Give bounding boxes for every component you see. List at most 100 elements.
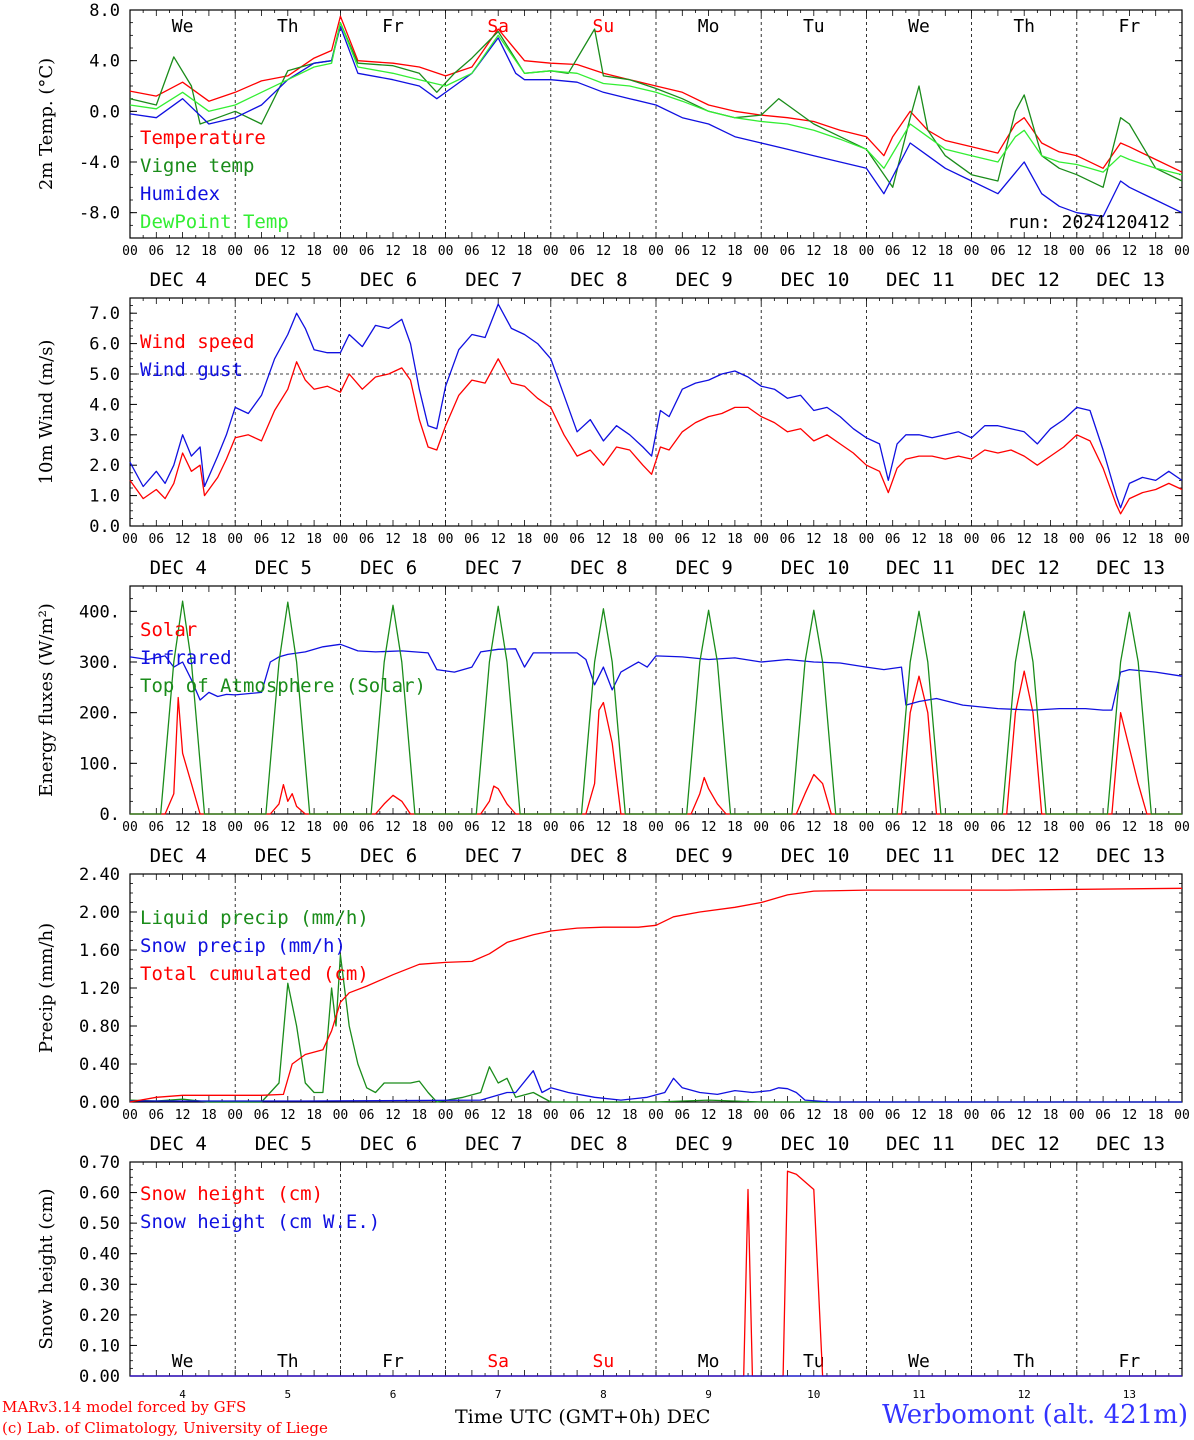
y-tick-label: 0.20 xyxy=(79,1306,120,1326)
hour-tick-label: 00 xyxy=(438,532,454,547)
day-label: DEC 7 xyxy=(465,557,522,579)
hour-tick-label: 12 xyxy=(385,532,401,547)
hour-tick-label: 00 xyxy=(964,532,980,547)
hour-tick-label: 18 xyxy=(622,532,638,547)
y-tick-label: 8.0 xyxy=(89,1,120,21)
series-line-top-of-atmosphere-solar- xyxy=(130,600,1182,815)
hour-tick-label: 18 xyxy=(622,244,638,259)
y-tick-label: 5.0 xyxy=(89,365,120,385)
hour-tick-label: 00 xyxy=(543,1108,559,1123)
hour-tick-label: 06 xyxy=(569,820,585,835)
hour-tick-label: 12 xyxy=(701,244,717,259)
hour-tick-label: 00 xyxy=(333,1108,349,1123)
hour-tick-label: 12 xyxy=(596,1108,612,1123)
hour-tick-label: 18 xyxy=(832,1108,848,1123)
hour-tick-label: 06 xyxy=(780,532,796,547)
hour-tick-label: 18 xyxy=(306,820,322,835)
legend-entry: Wind speed xyxy=(140,331,254,353)
weekday-label: Mo xyxy=(698,1351,720,1372)
hour-tick-label: 12 xyxy=(596,532,612,547)
hour-tick-label: 06 xyxy=(254,820,270,835)
day-number-label: 7 xyxy=(495,1388,502,1401)
day-label: DEC 10 xyxy=(781,1133,850,1155)
hour-tick-label: 06 xyxy=(885,1108,901,1123)
day-label: DEC 6 xyxy=(360,557,417,579)
day-label: DEC 7 xyxy=(465,1133,522,1155)
series-line-wind-speed xyxy=(129,358,1183,515)
day-label: DEC 4 xyxy=(150,557,207,579)
hour-tick-label: 18 xyxy=(1148,244,1164,259)
y-tick-label: 0.40 xyxy=(79,1055,120,1075)
y-tick-label: 0.0 xyxy=(89,517,120,537)
hour-tick-label: 18 xyxy=(411,1108,427,1123)
weekday-label: Su xyxy=(593,1351,615,1372)
series-line-wind-gust xyxy=(129,303,1183,509)
series-line-temperature xyxy=(129,15,1183,173)
day-label: DEC 10 xyxy=(781,845,850,867)
day-label: DEC 11 xyxy=(886,557,955,579)
hour-tick-label: 12 xyxy=(1122,820,1138,835)
hour-tick-label: 12 xyxy=(385,1108,401,1123)
weekday-label: Fr xyxy=(1119,16,1141,37)
hour-tick-label: 00 xyxy=(227,820,243,835)
day-label: DEC 13 xyxy=(1096,845,1165,867)
y-tick-label: 0.10 xyxy=(79,1336,120,1356)
day-label: DEC 6 xyxy=(360,1133,417,1155)
hour-tick-label: 12 xyxy=(911,532,927,547)
weekday-label: Tu xyxy=(803,16,825,37)
run-label: run: 2024120412 xyxy=(1007,212,1170,233)
day-label: DEC 9 xyxy=(676,557,733,579)
series-line-infrared xyxy=(129,643,1183,711)
legend-entry: Snow height (cm W.E.) xyxy=(140,1211,380,1233)
hour-tick-label: 18 xyxy=(622,820,638,835)
hour-tick-label: 00 xyxy=(1069,1108,1085,1123)
hour-tick-label: 00 xyxy=(227,244,243,259)
hour-tick-label: 00 xyxy=(648,820,664,835)
day-number-label: 11 xyxy=(912,1388,925,1401)
hour-tick-label: 00 xyxy=(1069,820,1085,835)
hour-tick-label: 00 xyxy=(859,532,875,547)
weekday-label: Th xyxy=(1013,1351,1035,1372)
hour-tick-label: 06 xyxy=(674,244,690,259)
hour-tick-label: 06 xyxy=(254,1108,270,1123)
legend-entry: Wind gust xyxy=(140,359,243,381)
legend-entry: Snow precip (mm/h) xyxy=(140,935,346,957)
model-credit: MARv3.14 model forced by GFS xyxy=(2,1398,247,1416)
hour-tick-label: 12 xyxy=(175,532,191,547)
hour-tick-label: 12 xyxy=(911,820,927,835)
y-axis-label: 2m Temp. (°C) xyxy=(36,58,57,190)
day-label: DEC 5 xyxy=(255,557,312,579)
hour-tick-label: 12 xyxy=(701,1108,717,1123)
hour-tick-label: 12 xyxy=(385,244,401,259)
hour-tick-label: 12 xyxy=(1016,820,1032,835)
hour-tick-label: 06 xyxy=(569,244,585,259)
hour-tick-label: 12 xyxy=(806,244,822,259)
series-line-humidex xyxy=(129,25,1183,218)
day-number-label: 13 xyxy=(1123,1388,1136,1401)
hour-tick-label: 18 xyxy=(1148,532,1164,547)
hour-tick-label: 12 xyxy=(1016,244,1032,259)
hour-tick-label: 18 xyxy=(1043,244,1059,259)
hour-tick-label: 18 xyxy=(306,244,322,259)
y-tick-label: 4.0 xyxy=(89,395,120,415)
hour-tick-label: 06 xyxy=(148,532,164,547)
y-tick-label: 2.40 xyxy=(79,865,120,885)
hour-tick-label: 18 xyxy=(201,820,217,835)
hour-tick-label: 12 xyxy=(701,532,717,547)
hour-tick-label: 00 xyxy=(1174,532,1190,547)
hour-tick-label: 12 xyxy=(701,820,717,835)
series-line-solar xyxy=(130,670,1182,815)
panel-precip: 2.40 2.00 1.60 1.20 0.80 0.40 0.00 Precip (mm/h… xyxy=(36,865,1190,1155)
weekday-label: We xyxy=(908,1351,930,1372)
hour-tick-label: 12 xyxy=(175,820,191,835)
weekday-label: Mo xyxy=(698,16,720,37)
hour-tick-label: 00 xyxy=(964,244,980,259)
y-tick-label: 0.40 xyxy=(79,1245,120,1265)
x-axis-title: Time UTC (GMT+0h) DEC xyxy=(455,1406,711,1428)
day-number-label: 10 xyxy=(807,1388,820,1401)
day-label: DEC 8 xyxy=(570,557,627,579)
hour-tick-label: 06 xyxy=(674,532,690,547)
hour-tick-label: 06 xyxy=(885,820,901,835)
day-label: DEC 8 xyxy=(570,845,627,867)
hour-tick-label: 06 xyxy=(148,820,164,835)
